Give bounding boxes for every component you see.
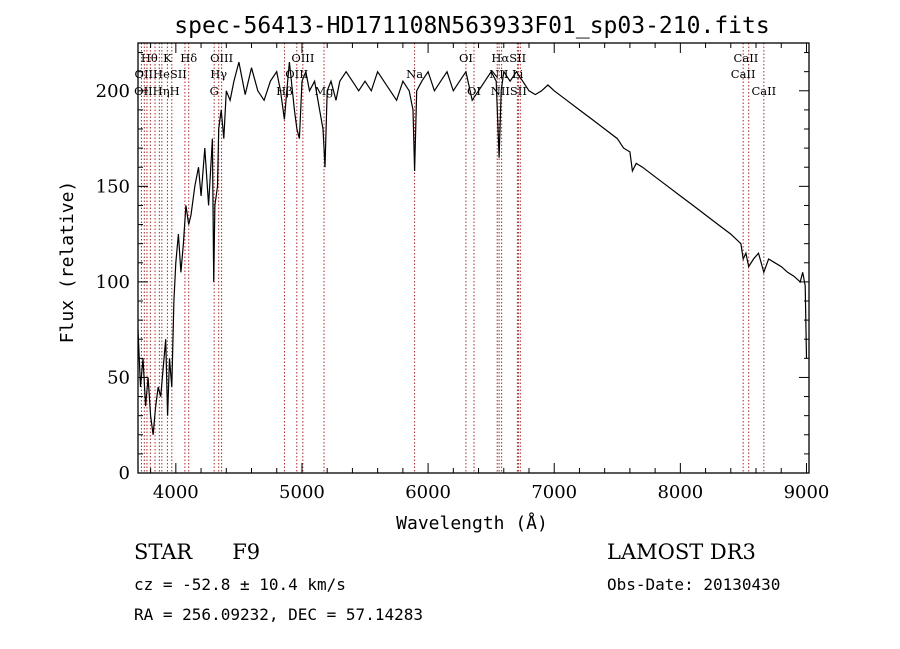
x-tick-label: 8000 xyxy=(657,482,703,503)
y-tick-label: 200 xyxy=(96,81,130,102)
x-axis-label: Wavelength (Å) xyxy=(396,512,548,534)
object-type: STAR xyxy=(134,540,193,564)
spectrum-series-line xyxy=(137,61,808,435)
y-tick-label: 150 xyxy=(96,176,130,197)
line-label: OIII xyxy=(291,51,314,65)
y-axis-ticks: 0 50 100 150 200 xyxy=(96,52,809,484)
x-tick-label: 7000 xyxy=(531,482,577,503)
line-label: Hδ xyxy=(180,51,197,65)
survey-name: LAMOST DR3 xyxy=(607,540,756,564)
line-label: CaII xyxy=(731,67,756,81)
line-label: CaII xyxy=(751,84,776,98)
line-label: G xyxy=(210,84,219,98)
line-label: OIIHηH xyxy=(134,84,179,98)
line-label: Na xyxy=(406,67,423,81)
line-label: NII Li xyxy=(489,67,523,81)
line-label: NIISII xyxy=(491,84,527,98)
line-label: HαSII xyxy=(491,51,526,65)
y-tick-label: 100 xyxy=(96,272,130,293)
object-class: STAR F9 xyxy=(134,540,260,564)
line-label: Hβ xyxy=(276,84,293,98)
x-axis-ticks: 4000 5000 6000 7000 8000 9000 xyxy=(150,43,830,503)
line-label: Hθ xyxy=(141,51,158,65)
line-markers xyxy=(140,43,765,473)
line-label: Mg xyxy=(314,84,334,98)
plot-frame xyxy=(137,42,810,474)
y-axis-label: Flux (relative) xyxy=(57,181,78,344)
x-tick-label: 4000 xyxy=(153,482,199,503)
line-label: OIII xyxy=(210,51,233,65)
line-label: OIIHeSII xyxy=(135,67,187,81)
obs-date: Obs-Date: 20130430 xyxy=(607,575,781,594)
y-tick-label: 0 xyxy=(119,463,130,484)
y-tick-label: 50 xyxy=(107,367,130,388)
chart-title: spec-56413-HD171108N563933F01_sp03-210.f… xyxy=(174,13,769,39)
x-tick-label: 9000 xyxy=(784,482,830,503)
redshift-text: cz = -52.8 ± 10.4 km/s xyxy=(134,575,346,594)
line-label: K xyxy=(163,51,172,65)
coordinates: RA = 256.09232, DEC = 57.14283 xyxy=(134,605,423,624)
line-label: Hγ xyxy=(210,67,227,81)
x-tick-label: 5000 xyxy=(279,482,325,503)
line-label: CaII xyxy=(734,51,759,65)
x-tick-label: 6000 xyxy=(405,482,451,503)
spectral-subclass: F9 xyxy=(232,540,261,564)
line-label: OI xyxy=(459,51,473,65)
